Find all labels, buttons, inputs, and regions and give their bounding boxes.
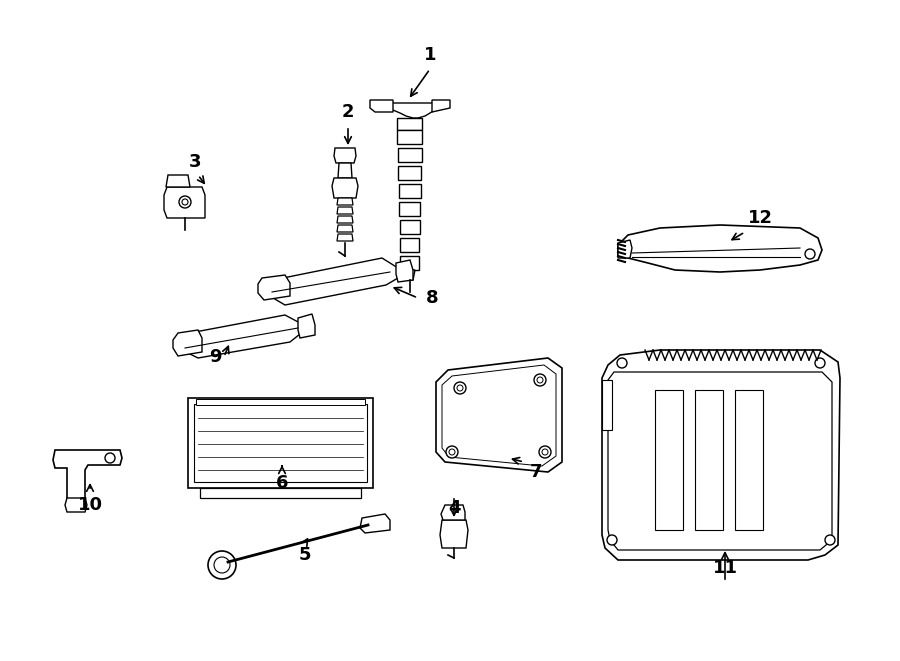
Text: 10: 10 (77, 496, 103, 514)
Polygon shape (618, 240, 632, 258)
Circle shape (446, 446, 458, 458)
Polygon shape (399, 184, 420, 198)
Circle shape (542, 449, 548, 455)
Text: 4: 4 (448, 499, 460, 517)
Polygon shape (360, 514, 390, 533)
Polygon shape (602, 380, 612, 430)
Polygon shape (405, 270, 415, 280)
Bar (200, 488, 361, 498)
Circle shape (805, 249, 815, 259)
Polygon shape (618, 225, 822, 272)
Polygon shape (735, 390, 763, 530)
Circle shape (454, 382, 466, 394)
Polygon shape (337, 198, 353, 205)
Bar (196, 399, 365, 405)
Polygon shape (398, 148, 421, 162)
Polygon shape (337, 225, 353, 232)
Polygon shape (441, 505, 465, 520)
Circle shape (617, 358, 627, 368)
Circle shape (182, 199, 188, 205)
Text: 5: 5 (299, 546, 311, 564)
Circle shape (105, 453, 115, 463)
Polygon shape (400, 238, 419, 252)
Polygon shape (338, 163, 352, 178)
Polygon shape (337, 234, 353, 241)
Circle shape (825, 535, 835, 545)
Polygon shape (332, 178, 358, 198)
Polygon shape (436, 358, 562, 472)
Polygon shape (65, 498, 87, 512)
Polygon shape (298, 314, 315, 338)
Text: 1: 1 (424, 46, 436, 64)
Circle shape (449, 449, 455, 455)
Polygon shape (602, 350, 840, 560)
Circle shape (179, 196, 191, 208)
Polygon shape (173, 330, 202, 356)
Text: 7: 7 (530, 463, 542, 481)
Polygon shape (53, 450, 122, 505)
Text: 12: 12 (748, 209, 772, 227)
Polygon shape (432, 100, 450, 112)
Text: 11: 11 (713, 559, 737, 577)
Polygon shape (258, 275, 290, 300)
Polygon shape (337, 216, 353, 223)
Polygon shape (440, 520, 468, 548)
Polygon shape (268, 258, 398, 305)
Polygon shape (442, 365, 556, 466)
Polygon shape (337, 207, 353, 214)
Circle shape (457, 385, 463, 391)
Polygon shape (385, 103, 435, 118)
Polygon shape (655, 390, 683, 530)
Polygon shape (182, 315, 300, 358)
Polygon shape (396, 260, 413, 282)
Bar (188, 398, 373, 488)
Circle shape (539, 446, 551, 458)
Text: 3: 3 (189, 153, 202, 171)
Polygon shape (334, 148, 356, 163)
Text: 2: 2 (342, 103, 355, 121)
Polygon shape (398, 166, 421, 180)
Text: 6: 6 (275, 474, 288, 492)
Polygon shape (695, 390, 723, 530)
Circle shape (208, 551, 236, 579)
Polygon shape (370, 100, 393, 112)
Text: 8: 8 (426, 289, 438, 307)
Circle shape (534, 374, 546, 386)
Circle shape (537, 377, 543, 383)
Polygon shape (400, 220, 419, 234)
Polygon shape (608, 372, 832, 550)
Polygon shape (166, 175, 190, 187)
Polygon shape (399, 202, 420, 216)
Polygon shape (164, 187, 205, 218)
Bar (194, 404, 367, 482)
Circle shape (815, 358, 825, 368)
Text: 9: 9 (210, 348, 222, 366)
Polygon shape (397, 118, 422, 130)
Polygon shape (400, 256, 419, 270)
Circle shape (607, 535, 617, 545)
Polygon shape (397, 130, 422, 144)
Circle shape (214, 557, 230, 573)
